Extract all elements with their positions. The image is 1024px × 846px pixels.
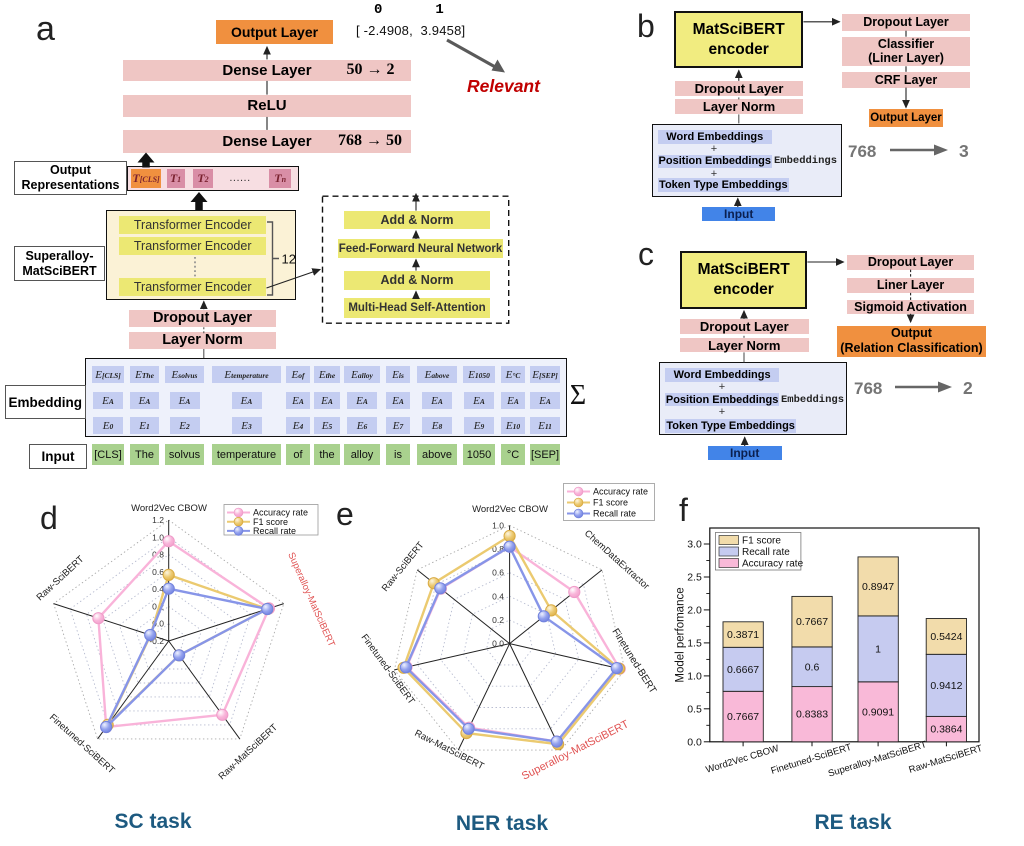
svg-text:0.0: 0.0 [152,619,164,629]
svg-text:0.4: 0.4 [152,584,164,594]
svg-text:0.3871: 0.3871 [727,629,759,641]
svg-text:0.9091: 0.9091 [862,706,894,718]
svg-text:0.0: 0.0 [492,639,504,649]
svg-text:Finetuned-BERT: Finetuned-BERT [609,627,658,696]
svg-text:Raw-SciBERT: Raw-SciBERT [380,540,427,594]
svg-text:0.7667: 0.7667 [796,616,828,628]
svg-text:Model perfomance: Model perfomance [675,587,687,682]
svg-text:0.2: 0.2 [492,615,504,625]
svg-text:Raw-SciBERT: Raw-SciBERT [35,554,87,603]
svg-text:ChemDataExtractor: ChemDataExtractor [582,528,651,592]
svg-text:RE task: RE task [814,811,891,834]
svg-text:NER task: NER task [456,812,549,835]
svg-text:1: 1 [875,643,881,655]
svg-text:0.5424: 0.5424 [930,631,962,643]
svg-text:Word2Vec CBOW: Word2Vec CBOW [131,503,207,514]
svg-text:-0.2: -0.2 [149,636,164,646]
svg-text:Superalloy-MatSciBERT: Superalloy-MatSciBERT [285,551,337,649]
svg-text:SC task: SC task [114,810,191,833]
svg-text:0.8383: 0.8383 [796,709,828,721]
svg-text:Raw-MatSciBERT: Raw-MatSciBERT [217,722,280,782]
svg-text:0.6: 0.6 [492,568,504,578]
svg-text:0.9412: 0.9412 [930,680,962,692]
svg-text:3.0: 3.0 [687,539,702,551]
svg-text:0.6: 0.6 [152,567,164,577]
svg-text:Accuracy rate: Accuracy rate [742,559,804,570]
svg-text:0.8947: 0.8947 [862,581,894,593]
svg-text:0.4: 0.4 [492,591,504,601]
svg-text:0.6667: 0.6667 [727,664,759,676]
svg-text:Recall rate: Recall rate [742,547,790,558]
svg-text:0.6: 0.6 [805,661,820,673]
svg-text:0.3864: 0.3864 [930,724,962,736]
svg-text:Recall rate: Recall rate [593,509,636,519]
svg-text:F1 score: F1 score [742,536,781,547]
svg-text:2.5: 2.5 [687,572,702,584]
svg-text:1.0: 1.0 [687,670,702,682]
svg-text:Superalloy-MatSciBERT: Superalloy-MatSciBERT [520,718,631,783]
svg-text:Accuracy rate: Accuracy rate [593,487,648,497]
svg-text:2.0: 2.0 [687,604,702,616]
svg-text:F1 score: F1 score [593,498,628,508]
svg-text:12: 12 [282,252,296,267]
svg-text:1.2: 1.2 [152,515,164,525]
svg-text:0.7667: 0.7667 [727,711,759,723]
svg-text:F1 score: F1 score [253,517,288,527]
svg-text:0.8: 0.8 [492,544,504,554]
svg-text:Word2Vec CBOW: Word2Vec CBOW [704,743,780,776]
svg-text:Recall rate: Recall rate [253,526,296,536]
svg-text:Accuracy rate: Accuracy rate [253,508,308,518]
svg-text:0.8: 0.8 [152,550,164,560]
svg-text:1.0: 1.0 [492,520,504,530]
svg-text:Word2Vec CBOW: Word2Vec CBOW [472,504,548,515]
svg-text:0.0: 0.0 [687,736,702,748]
svg-text:0.5: 0.5 [687,703,702,715]
svg-text:1.5: 1.5 [687,637,702,649]
svg-text:1.0: 1.0 [152,532,164,542]
